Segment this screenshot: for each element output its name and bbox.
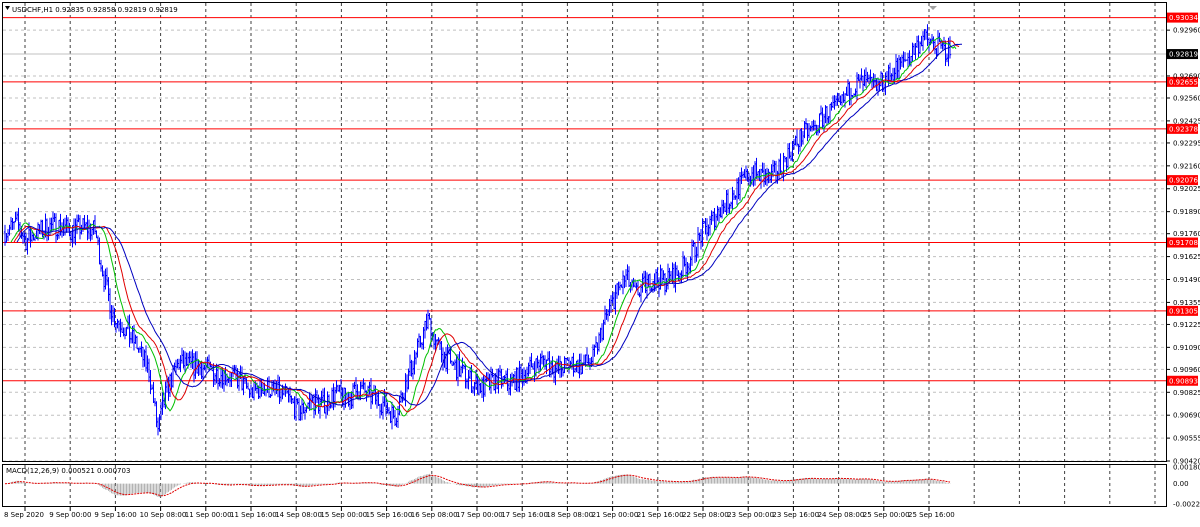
time-tick-label: 24 Sep 08:00 <box>818 511 865 519</box>
price-tick-label: 0.92425 <box>1173 117 1200 125</box>
price-tick-label: 0.92295 <box>1173 139 1200 147</box>
time-tick-label: 14 Sep 08:00 <box>275 511 322 519</box>
price-tick-label: 0.90960 <box>1173 366 1200 374</box>
main-panel-frame <box>2 2 1167 462</box>
price-tick-label: 0.92960 <box>1173 27 1200 35</box>
time-tick-label: 9 Sep 16:00 <box>94 511 136 519</box>
time-tick-label: 17 Sep 16:00 <box>501 511 548 519</box>
macd-tick-label: 0.001807 <box>1173 464 1200 472</box>
price-tick-label: 0.90825 <box>1173 389 1200 397</box>
price-tick-label: 0.92560 <box>1173 94 1200 102</box>
chevron-down-icon <box>5 6 10 10</box>
price-tick-label: 0.90690 <box>1173 412 1200 420</box>
level-tag <box>1167 375 1198 386</box>
time-tick-label: 15 Sep 00:00 <box>320 511 367 519</box>
price-tick-label: 0.90555 <box>1173 435 1200 443</box>
time-tick-label: 21 Sep 16:00 <box>637 511 684 519</box>
time-tick-label: 21 Sep 00:00 <box>592 511 639 519</box>
macd-signal-line <box>4 474 951 497</box>
time-tick-label: 25 Sep 16:00 <box>908 511 955 519</box>
price-tick-label: 0.92025 <box>1173 185 1200 193</box>
current-price-tag <box>1167 49 1198 60</box>
price-tick-label: 0.91760 <box>1173 230 1200 238</box>
level-tag <box>1167 305 1198 316</box>
level-tag <box>1167 123 1198 134</box>
time-tick-label: 16 Sep 08:00 <box>411 511 458 519</box>
time-tick-label: 23 Sep 00:00 <box>727 511 774 519</box>
price-tick-label: 0.91625 <box>1173 253 1200 261</box>
price-tick-label: 0.91090 <box>1173 344 1200 352</box>
level-tag-label: 0.90893 <box>1169 377 1198 385</box>
time-tick-label: 23 Sep 16:00 <box>772 511 819 519</box>
macd-tick-label: -0.002219 <box>1173 500 1200 508</box>
level-tag <box>1167 12 1198 23</box>
level-tag <box>1167 237 1198 248</box>
price-tick-label: 0.91225 <box>1173 321 1200 329</box>
price-tick-label: 0.92160 <box>1173 162 1200 170</box>
level-tag-label: 0.91305 <box>1169 307 1198 315</box>
level-tag-label: 0.92378 <box>1169 125 1198 133</box>
symbol-header: USDCHF,H1 0.92835 0.92858 0.92819 0.9281… <box>12 6 178 14</box>
level-tag-label: 0.92655 <box>1169 78 1198 86</box>
time-tick-label: 11 Sep 00:00 <box>185 511 232 519</box>
macd-tick-label: 0.00 <box>1173 480 1189 488</box>
time-tick-label: 15 Sep 16:00 <box>366 511 413 519</box>
level-tag <box>1167 76 1198 87</box>
time-tick-label: 18 Sep 08:00 <box>546 511 593 519</box>
macd-label: MACD(12,26,9) 0.000521 0.000703 <box>6 467 130 475</box>
price-tick-label: 0.90420 <box>1173 458 1200 466</box>
price-tick-label: 0.91890 <box>1173 208 1200 216</box>
time-tick-label: 17 Sep 00:00 <box>456 511 503 519</box>
macd-panel-frame <box>2 464 1167 507</box>
price-tick-label: 0.91490 <box>1173 276 1200 284</box>
moving-average-line <box>10 37 957 417</box>
time-tick-label: 22 Sep 08:00 <box>682 511 729 519</box>
price-tick-label: 0.92690 <box>1173 72 1200 80</box>
shift-marker-icon <box>929 6 937 10</box>
level-tag-label: 0.91708 <box>1169 239 1198 247</box>
moving-average-line <box>16 43 962 406</box>
level-tag-label: 0.93034 <box>1169 14 1198 22</box>
price-tick-label: 0.91355 <box>1173 299 1200 307</box>
time-tick-label: 11 Sep 16:00 <box>230 511 277 519</box>
time-tick-label: 8 Sep 2020 <box>4 511 44 519</box>
moving-average-line <box>13 40 960 413</box>
level-tag-label: 0.92076 <box>1169 177 1198 185</box>
current-price-label: 0.92819 <box>1169 51 1198 59</box>
time-tick-label: 9 Sep 00:00 <box>49 511 91 519</box>
time-tick-label: 25 Sep 00:00 <box>863 511 910 519</box>
level-tag <box>1167 175 1198 186</box>
time-tick-label: 10 Sep 08:00 <box>140 511 187 519</box>
